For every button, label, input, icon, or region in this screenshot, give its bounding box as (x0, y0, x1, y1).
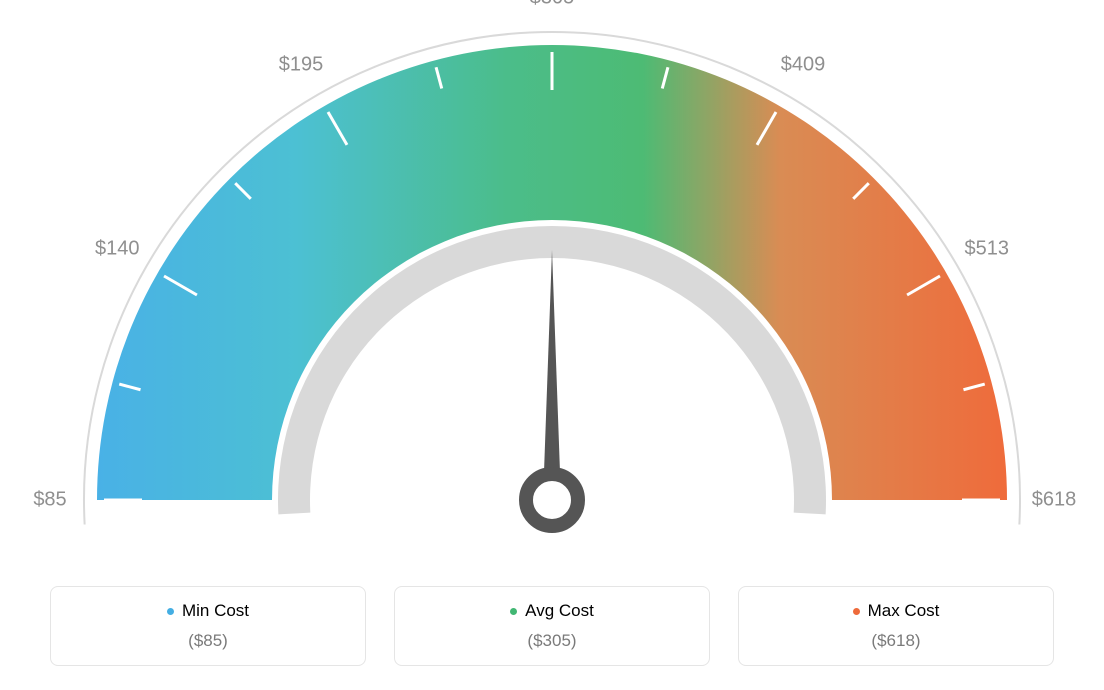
legend-avg-value: ($305) (395, 631, 709, 651)
legend-max-label: Max Cost (853, 601, 940, 621)
legend-min-value: ($85) (51, 631, 365, 651)
gauge-tick-label: $140 (95, 238, 140, 261)
legend-row: Min Cost ($85) Avg Cost ($305) Max Cost … (50, 586, 1054, 666)
gauge-tick-label: $618 (1032, 489, 1077, 512)
legend-min-label: Min Cost (167, 601, 249, 621)
legend-max-card: Max Cost ($618) (738, 586, 1054, 666)
legend-avg-label: Avg Cost (510, 601, 594, 621)
legend-min-card: Min Cost ($85) (50, 586, 366, 666)
cost-gauge: $85 $140 $195 $305 $409 $513 $618 (0, 0, 1104, 560)
gauge-tick-label: $513 (964, 238, 1009, 261)
gauge-tick-label: $305 (530, 0, 575, 10)
gauge-tick-label: $85 (33, 489, 66, 512)
legend-avg-card: Avg Cost ($305) (394, 586, 710, 666)
legend-max-value: ($618) (739, 631, 1053, 651)
gauge-tick-label: $195 (279, 54, 324, 77)
gauge-tick-label: $409 (781, 54, 826, 77)
